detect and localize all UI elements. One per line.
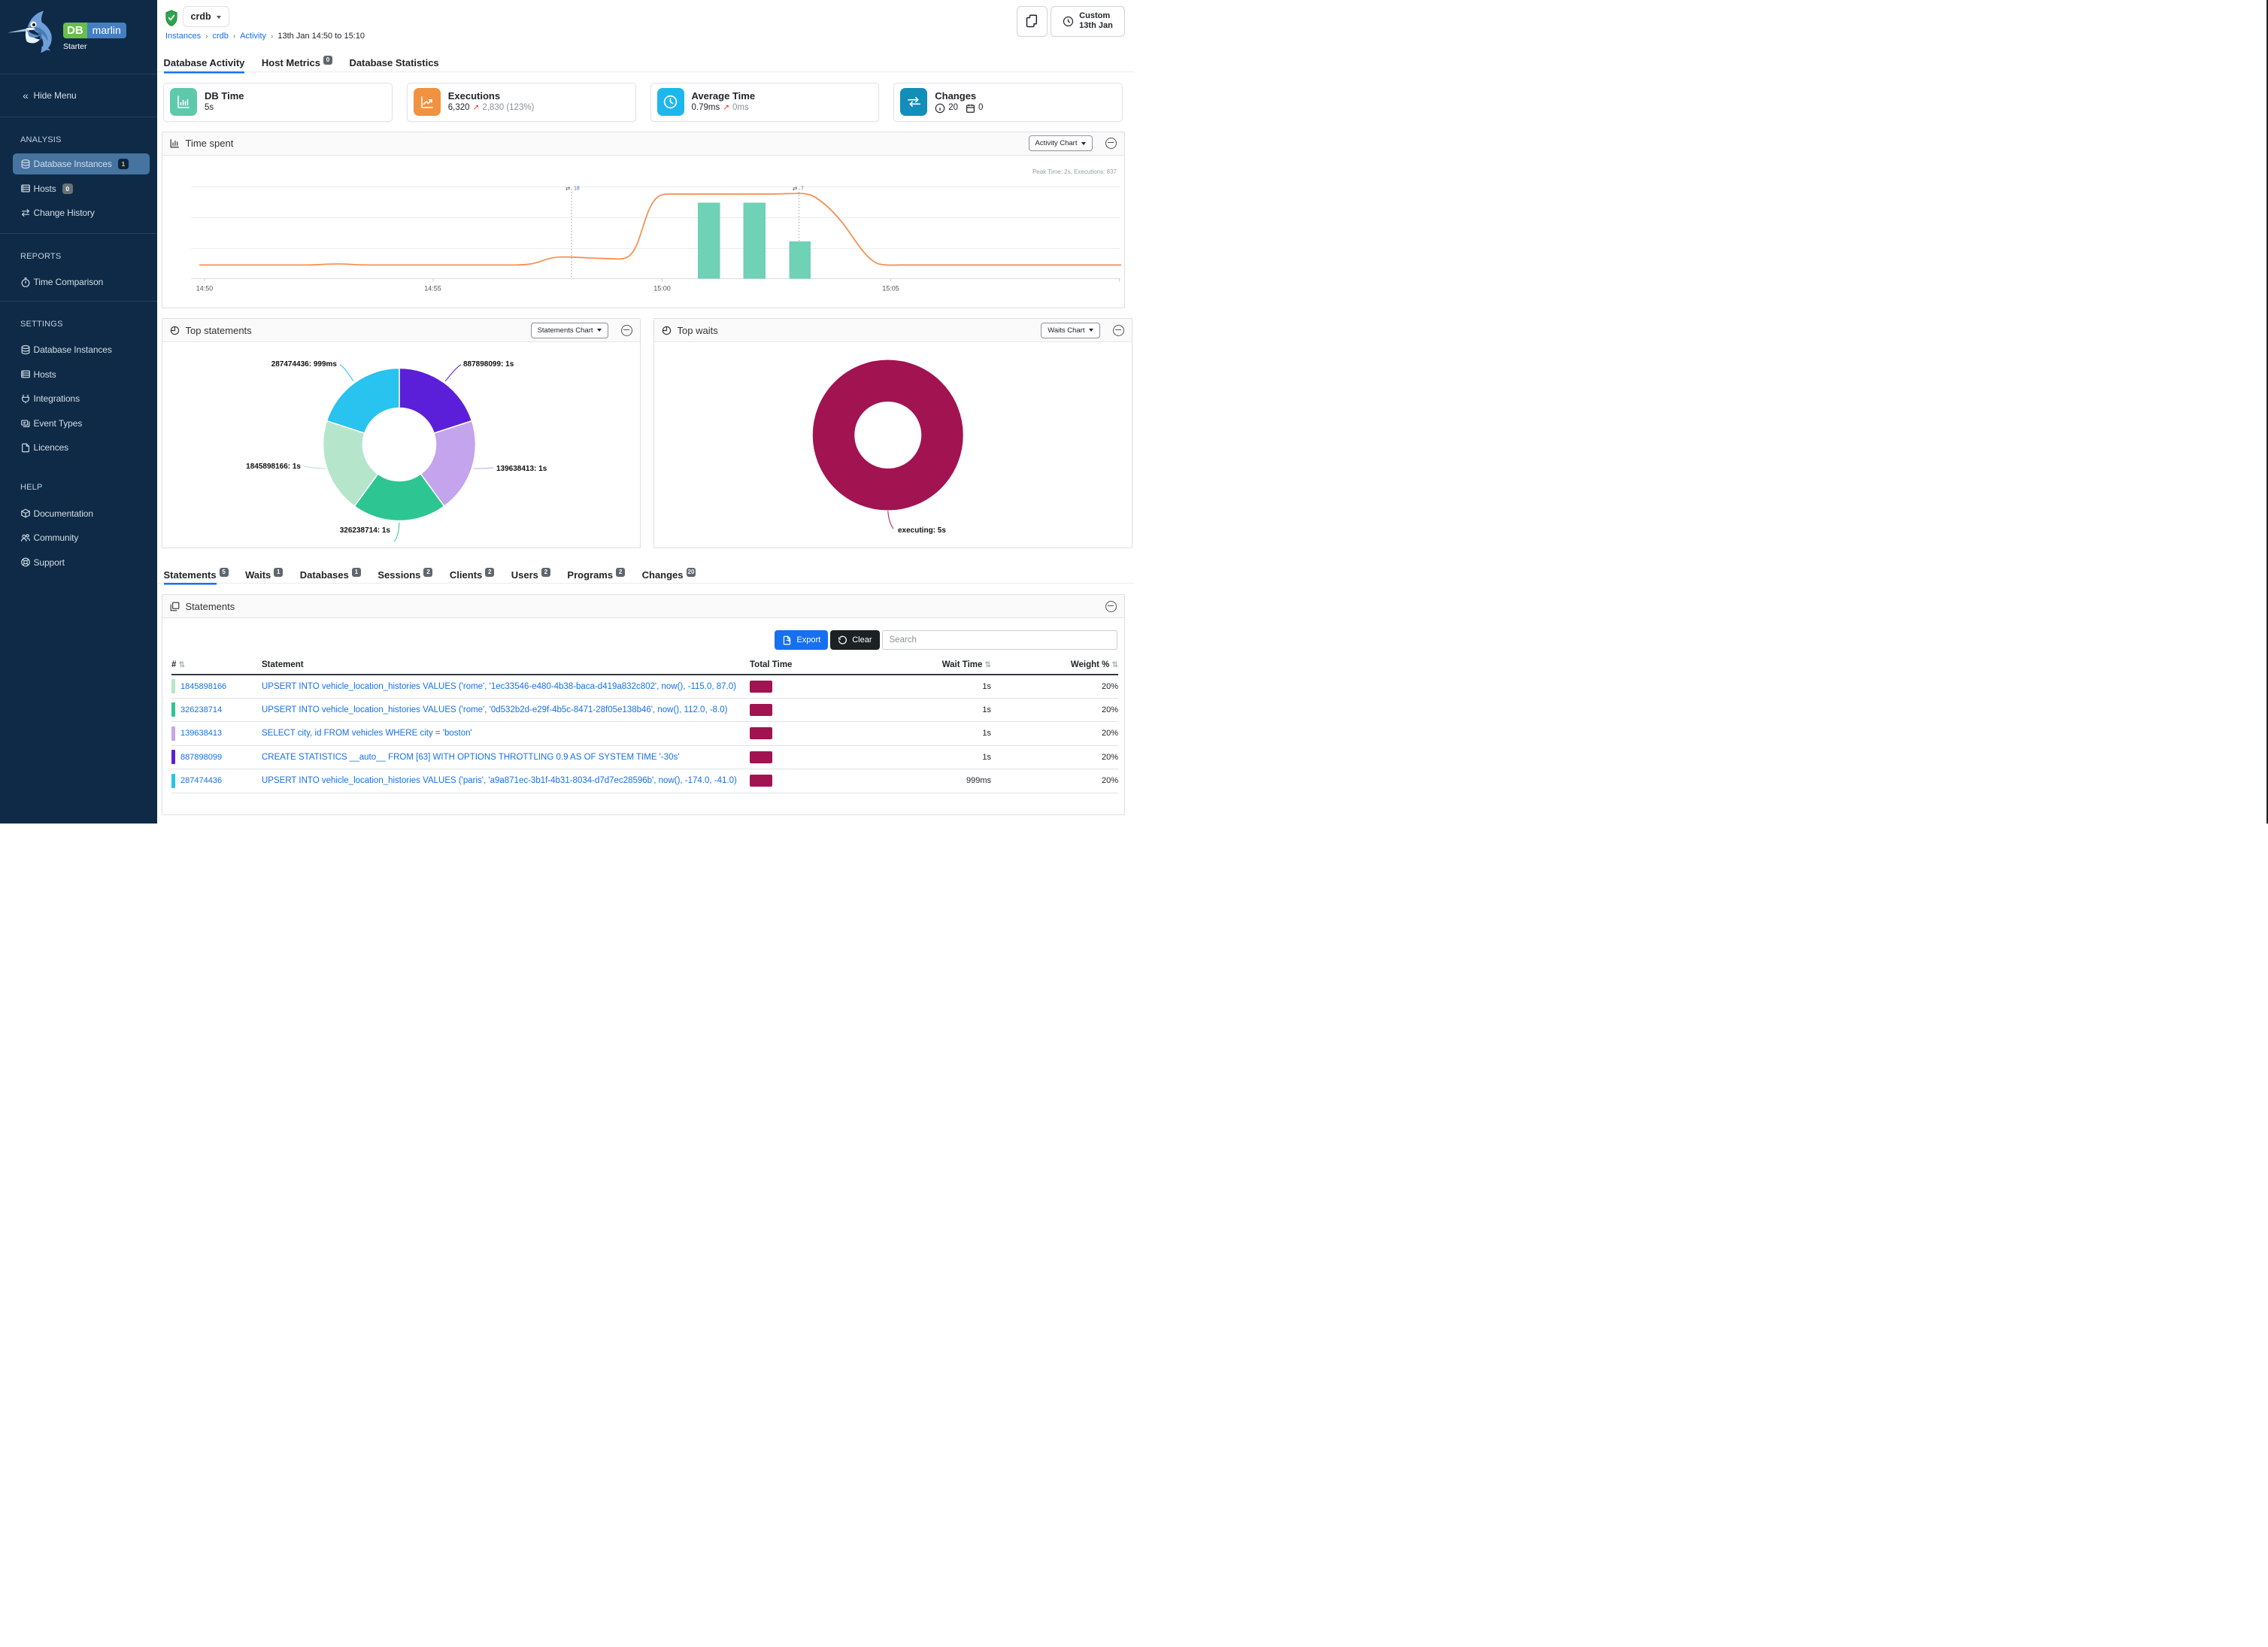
svg-text:887898099: 1s: 887898099: 1s	[463, 360, 514, 369]
svg-text:7: 7	[801, 186, 804, 191]
svg-text:1845898166: 1s: 1845898166: 1s	[246, 463, 301, 471]
svg-text:⇄: ⇄	[565, 185, 571, 192]
svg-text:14:55: 14:55	[424, 284, 441, 292]
svg-text:Peak Time: 2s, Executions: 837: Peak Time: 2s, Executions: 837	[1032, 168, 1117, 175]
svg-text:326238714: 1s: 326238714: 1s	[339, 526, 390, 535]
svg-text:18: 18	[574, 186, 580, 191]
svg-text:⇄: ⇄	[793, 185, 798, 192]
svg-text:14:50: 14:50	[196, 284, 213, 292]
svg-text:287474436: 999ms: 287474436: 999ms	[271, 360, 337, 369]
svg-text:15:00: 15:00	[653, 284, 671, 292]
svg-text:executing: 5s: executing: 5s	[898, 526, 946, 535]
svg-text:15:05: 15:05	[882, 284, 899, 292]
svg-text:139638413: 1s: 139638413: 1s	[496, 465, 547, 473]
